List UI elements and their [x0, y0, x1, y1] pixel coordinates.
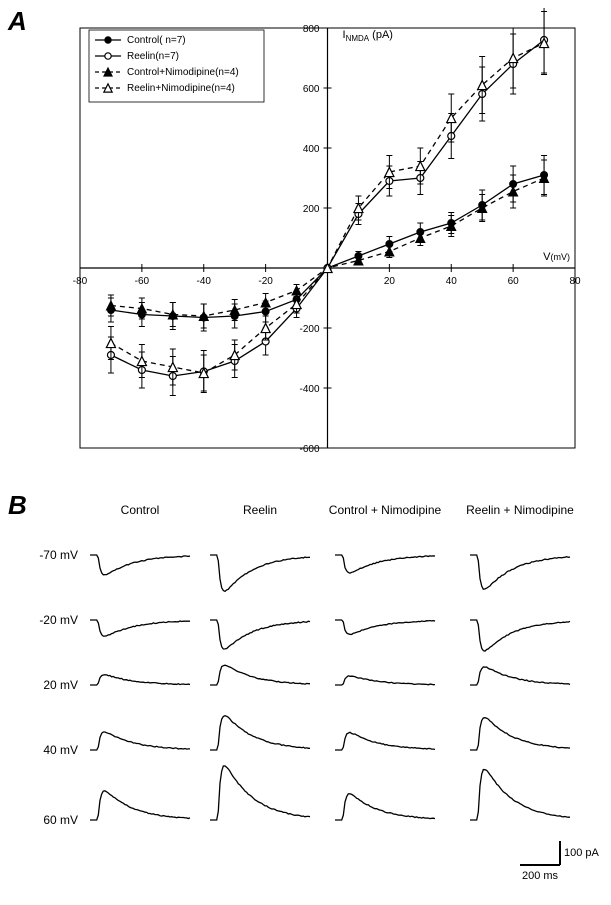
svg-text:80: 80 — [569, 276, 581, 287]
svg-text:INMDA (pA): INMDA (pA) — [343, 29, 393, 43]
svg-text:Reelin + Nimodipine: Reelin + Nimodipine — [466, 503, 574, 517]
svg-text:-70 mV: -70 mV — [39, 548, 78, 562]
panel-a-chart: -80 -60 -40 -20 20 40 60 80 -600 -400 -200 200 400 60… — [45, 8, 605, 478]
panel-b-traces: Control Reelin Control + Nimodipine Reelin … — [30, 500, 600, 900]
svg-text:-20 mV: -20 mV — [39, 613, 78, 627]
svg-text:400: 400 — [303, 144, 320, 155]
svg-text:60: 60 — [508, 276, 520, 287]
svg-text:Reelin+Nimodipine(n=4): Reelin+Nimodipine(n=4) — [127, 83, 235, 94]
panel-b-label: B — [8, 490, 27, 521]
svg-text:40 mV: 40 mV — [43, 743, 78, 757]
svg-text:200: 200 — [303, 204, 320, 215]
svg-text:40: 40 — [446, 276, 458, 287]
figure-root: { "panelA": { "label": "A", "chart": { "… — [0, 0, 611, 900]
svg-text:20: 20 — [384, 276, 396, 287]
svg-text:-600: -600 — [299, 444, 319, 455]
panel-a-label: A — [8, 6, 27, 37]
panel-b-container: Control Reelin Control + Nimodipine Reelin … — [30, 500, 600, 900]
svg-text:Control + Nimodipine: Control + Nimodipine — [329, 503, 442, 517]
svg-text:Reelin(n=7): Reelin(n=7) — [127, 51, 179, 62]
svg-text:V(mV): V(mV) — [543, 251, 570, 263]
svg-text:-400: -400 — [299, 384, 319, 395]
svg-text:100 pA: 100 pA — [564, 847, 600, 859]
svg-text:Control+Nimodipine(n=4): Control+Nimodipine(n=4) — [127, 67, 239, 78]
svg-text:Reelin: Reelin — [243, 503, 277, 517]
svg-text:-200: -200 — [299, 324, 319, 335]
svg-text:200 ms: 200 ms — [522, 870, 559, 882]
svg-text:-60: -60 — [135, 276, 150, 287]
svg-text:-40: -40 — [197, 276, 212, 287]
svg-text:-20: -20 — [258, 276, 273, 287]
svg-text:600: 600 — [303, 84, 320, 95]
svg-text:60 mV: 60 mV — [43, 813, 78, 827]
svg-text:Control( n=7): Control( n=7) — [127, 35, 186, 46]
svg-text:800: 800 — [303, 24, 320, 35]
svg-text:Control: Control — [121, 503, 160, 517]
svg-text:20 mV: 20 mV — [43, 678, 78, 692]
svg-text:-80: -80 — [73, 276, 88, 287]
